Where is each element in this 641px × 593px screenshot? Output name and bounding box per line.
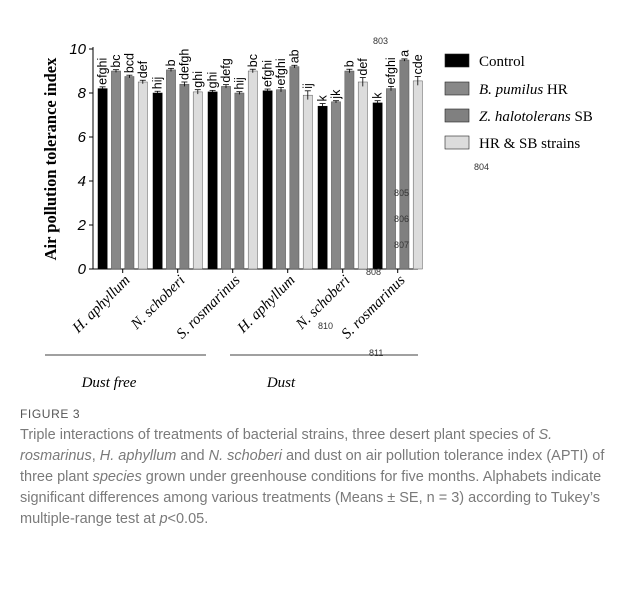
line-numbers: 803 804 805 806 807 808 810 811 bbox=[318, 36, 489, 358]
y-axis-title: Air pollution tolerance index bbox=[41, 57, 60, 260]
group-label: Dust bbox=[266, 375, 296, 391]
y-tick-label: 2 bbox=[77, 217, 87, 234]
bar bbox=[97, 88, 108, 270]
chart-axes: 0 2 4 6 8 10 Air pollution tolerance index bbox=[41, 41, 418, 278]
chart-legend: Control B. pumilus HR Z. halotolerans SB HR… bbox=[444, 53, 593, 152]
legend-swatch bbox=[444, 108, 470, 123]
bar bbox=[399, 59, 410, 270]
legend-label: HR & SB strains bbox=[479, 136, 580, 152]
significance-letter: efghi bbox=[96, 58, 110, 85]
line-number: 804 bbox=[474, 162, 489, 172]
bar bbox=[111, 70, 121, 270]
legend-swatch bbox=[444, 135, 470, 150]
group-label: Dust free bbox=[81, 375, 137, 391]
bar bbox=[412, 80, 423, 270]
significance-letter: def bbox=[356, 58, 370, 76]
bar bbox=[152, 92, 163, 270]
bar bbox=[331, 101, 341, 270]
figure-caption: FIGURE 3 Triple interactions of treatmen… bbox=[20, 407, 620, 530]
bar bbox=[344, 70, 355, 270]
significance-letter: defg bbox=[219, 58, 233, 82]
caption-run: N. schoberi bbox=[208, 448, 282, 464]
significance-letter: ij bbox=[301, 83, 315, 89]
caption-run: species bbox=[92, 469, 142, 485]
caption-run: p bbox=[159, 511, 168, 527]
y-tick-label: 4 bbox=[78, 173, 86, 190]
significance-letter: k bbox=[316, 95, 330, 102]
significance-letter: ghi bbox=[191, 71, 205, 88]
y-tick-label: 8 bbox=[78, 85, 87, 102]
bar bbox=[124, 76, 135, 270]
bar bbox=[289, 66, 300, 270]
bar bbox=[179, 83, 190, 270]
bar bbox=[166, 69, 176, 270]
caption-run: and dust on air pollution tolerance inde… bbox=[20, 448, 605, 485]
caption-run: grown under greenhouse conditions for fi… bbox=[20, 469, 602, 527]
significance-letter: ab bbox=[287, 49, 301, 63]
significance-letter: b bbox=[164, 59, 178, 66]
bar bbox=[372, 102, 383, 270]
caption-run: Triple interactions of treatments of bac… bbox=[20, 427, 539, 443]
bar bbox=[357, 81, 368, 270]
significance-letter: a bbox=[397, 50, 411, 57]
bar bbox=[207, 91, 218, 270]
significance-letter: b bbox=[342, 60, 356, 67]
line-number: 805 bbox=[394, 188, 409, 198]
bar bbox=[317, 105, 328, 270]
bar bbox=[221, 86, 231, 270]
bar bbox=[137, 81, 148, 270]
category-label: H. aphyllum bbox=[69, 272, 134, 337]
legend-label: Control bbox=[479, 54, 525, 70]
caption-run: <0.05. bbox=[167, 511, 209, 527]
y-tick-label: 6 bbox=[78, 129, 87, 146]
legend-swatch bbox=[444, 81, 470, 96]
caption-text: Triple interactions of treatments of bac… bbox=[20, 425, 620, 530]
line-number: 806 bbox=[394, 214, 409, 224]
significance-letter: hij bbox=[151, 77, 165, 90]
bar bbox=[192, 91, 203, 270]
y-tick-label: 10 bbox=[69, 41, 86, 58]
significance-letter: bcd bbox=[122, 53, 136, 73]
legend-swatch bbox=[444, 53, 470, 68]
significance-letter: bc bbox=[246, 54, 260, 67]
bar bbox=[262, 90, 273, 270]
significance-letter: bc bbox=[109, 54, 123, 67]
bar bbox=[276, 89, 286, 270]
legend-label: Z. halotolerans SB bbox=[479, 109, 593, 125]
significance-letter: efghi bbox=[384, 57, 398, 84]
significance-letter: def bbox=[136, 60, 150, 78]
caption-run: H. aphyllum bbox=[99, 448, 177, 464]
significance-letter: hij bbox=[232, 77, 246, 90]
line-number: 808 bbox=[366, 267, 381, 277]
caption-run: S. rosmarinus bbox=[20, 427, 553, 464]
bar bbox=[234, 92, 245, 270]
significance-letter: ghi bbox=[206, 72, 220, 89]
caption-run: , bbox=[91, 448, 100, 464]
line-number: 807 bbox=[394, 240, 409, 250]
legend-label: B. pumilus HR bbox=[479, 82, 568, 98]
caption-run: and bbox=[176, 448, 209, 464]
chart-bars bbox=[97, 58, 423, 270]
significance-letter: jk bbox=[329, 89, 343, 100]
y-tick-label: 0 bbox=[78, 261, 87, 278]
significance-letter: cde bbox=[411, 54, 425, 74]
figure-label: FIGURE 3 bbox=[20, 407, 81, 421]
significance-letter: efghi bbox=[261, 60, 275, 87]
bar bbox=[302, 94, 313, 270]
significance-letter: efghi bbox=[274, 58, 288, 85]
line-number: 811 bbox=[369, 348, 383, 358]
significance-letter: defgh bbox=[177, 49, 191, 80]
bar bbox=[247, 70, 258, 270]
category-label: H. aphyllum bbox=[234, 272, 299, 337]
line-number: 803 bbox=[373, 36, 388, 46]
significance-letter: k bbox=[371, 92, 385, 99]
line-number: 810 bbox=[318, 321, 333, 331]
